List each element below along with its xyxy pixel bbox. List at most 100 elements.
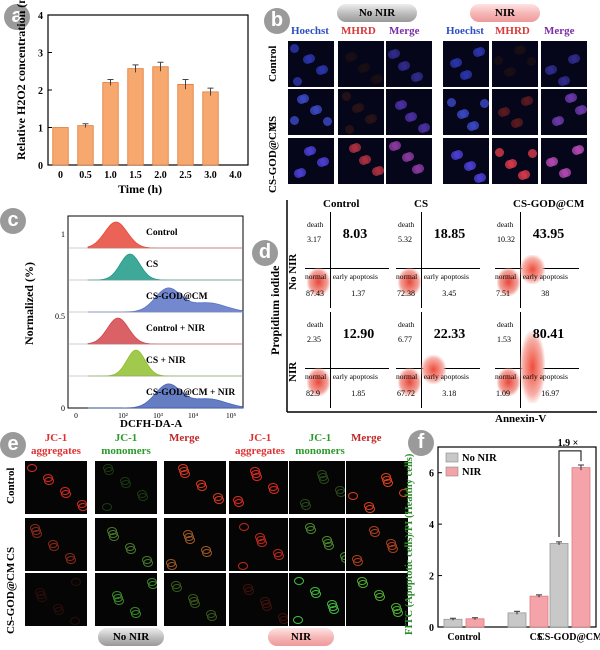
cell-spot: [408, 112, 417, 121]
bar: [52, 127, 69, 166]
stain-header: Merge: [389, 25, 420, 37]
cell-spot: [507, 67, 516, 76]
q-early-value: 38: [541, 288, 550, 298]
row-label: CS-GOD@CM: [5, 562, 17, 634]
micrograph-tile: [442, 40, 490, 88]
cell-spot: [238, 562, 248, 570]
x-tick-label: 2.5: [179, 170, 192, 180]
cell-spot: [391, 603, 401, 611]
micrograph-tile: [287, 88, 335, 136]
stain-header: Hoechst: [446, 25, 484, 37]
cell-spot: [255, 533, 265, 541]
q-early-label: early apoptosis: [332, 371, 378, 381]
x-tick-label: CS-GOD@CM: [538, 632, 600, 643]
cell-spot: [260, 597, 270, 605]
panel-label-c: c: [0, 208, 26, 234]
chart-a-xlabel: Time (h): [118, 182, 163, 196]
annotation: 1.9 ×: [558, 438, 579, 449]
cell-spot: [278, 613, 288, 621]
cell-spot: [137, 490, 147, 498]
x-tick-label: 3.0: [204, 170, 217, 180]
cell-spot: [120, 477, 130, 485]
q-death-value: 5.32: [398, 235, 412, 245]
chart-d-axes: [286, 200, 597, 413]
facs-plot: death 3.17 8.03 normal early apoptosis 87.43 1…: [305, 212, 389, 308]
stain-header: MHRD: [341, 25, 376, 37]
stain-header: JC-1 monomers: [295, 432, 345, 457]
quadrant-hline: [305, 367, 389, 369]
y-tick-label: 1: [61, 230, 65, 239]
cell-spot: [293, 77, 302, 86]
cell-spot: [342, 92, 351, 101]
cell-spot: [206, 610, 216, 618]
panel-label-a: a: [4, 4, 30, 30]
q-early-value: 3.18: [442, 388, 457, 398]
scatter-late: [520, 331, 546, 404]
cell-spot: [48, 540, 58, 548]
q-late-value: 22.33: [433, 327, 466, 343]
bar: [177, 83, 194, 166]
y-tick-label: 0: [38, 161, 43, 172]
micrograph-tile: [287, 137, 335, 185]
bar: [102, 82, 119, 166]
x-tick-label: 10³: [153, 411, 164, 420]
micrograph-tile: [442, 88, 490, 136]
facs-plot: death 6.77 22.33 normal early apoptosis 67.72…: [396, 312, 480, 408]
q-death-label: death: [497, 219, 514, 229]
cell-spot: [392, 141, 401, 150]
bar: [571, 467, 591, 628]
q-normal-value: 7.51: [496, 288, 510, 298]
cell-spot: [415, 164, 424, 173]
cell-spot: [470, 121, 479, 130]
cell-spot: [319, 65, 328, 74]
cell-spot: [250, 467, 260, 475]
q-normal-label: normal: [396, 271, 418, 281]
row-label: Control: [5, 467, 17, 504]
q-death-label: death: [307, 319, 324, 329]
micrograph-tile: [540, 88, 588, 136]
facs-plot: death 10.32 43.95 normal early apoptosis 7.51…: [495, 212, 579, 308]
cell-spot: [290, 116, 299, 125]
cell-spot: [130, 607, 140, 615]
q-death-label: death: [398, 219, 415, 229]
cell-spot: [357, 577, 367, 585]
cell-spot: [348, 52, 357, 61]
cell-spot: [290, 44, 299, 53]
q-early-label: early apoptosis: [332, 271, 378, 281]
q-death-value: 1.53: [497, 335, 511, 345]
micrograph-tile: [385, 137, 433, 185]
q-normal-value: 72.38: [397, 288, 415, 298]
micrograph-tile: [491, 137, 539, 185]
scatter-normal: [306, 267, 331, 297]
cell-spot: [27, 464, 37, 472]
x-tick-label: 1.0: [104, 170, 117, 180]
curve-label: CS + NIR: [146, 356, 186, 366]
cell-spot: [35, 588, 45, 596]
stain-header: Merge: [169, 432, 200, 444]
bar: [202, 91, 219, 166]
q-early-value: 3.45: [442, 288, 457, 298]
row-label: CS-GOD@CM: [267, 121, 279, 193]
cell-spot: [447, 98, 456, 107]
micrograph-tile: [288, 517, 352, 572]
quadrant-vline: [421, 212, 423, 308]
bar: [465, 618, 485, 628]
scatter-normal: [397, 367, 422, 397]
y-tick-label: 3: [38, 49, 43, 60]
cell-spot: [233, 496, 243, 504]
cell-spot: [477, 173, 486, 182]
cell-spot: [53, 604, 63, 612]
col-header: CS: [414, 198, 429, 210]
nir-tag-e: NIR: [268, 628, 334, 646]
cell-spot: [575, 145, 584, 154]
cell-spot: [306, 54, 315, 63]
cell-spot: [322, 536, 332, 544]
cell-spot: [517, 45, 526, 54]
row-header: NIR: [287, 361, 299, 382]
q-early-label: early apoptosis: [423, 371, 469, 381]
cell-spot: [239, 523, 249, 531]
cell-spot: [77, 500, 87, 508]
cell-spot: [364, 502, 374, 510]
x-tick-label: 1.5: [129, 170, 142, 180]
facs-plot: death 5.32 18.85 normal early apoptosis 72.38…: [396, 212, 480, 308]
